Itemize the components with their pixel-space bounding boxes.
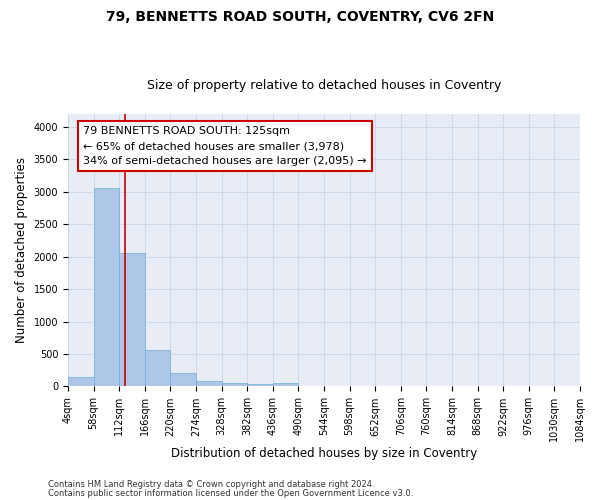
Bar — [68, 378, 94, 386]
Text: 79, BENNETTS ROAD SOUTH, COVENTRY, CV6 2FN: 79, BENNETTS ROAD SOUTH, COVENTRY, CV6 2… — [106, 10, 494, 24]
Title: Size of property relative to detached houses in Coventry: Size of property relative to detached ho… — [147, 79, 501, 92]
Bar — [247, 384, 273, 386]
Bar — [196, 382, 221, 386]
Text: 79 BENNETTS ROAD SOUTH: 125sqm
← 65% of detached houses are smaller (3,978)
34% : 79 BENNETTS ROAD SOUTH: 125sqm ← 65% of … — [83, 126, 367, 166]
Y-axis label: Number of detached properties: Number of detached properties — [15, 157, 28, 343]
Bar — [170, 374, 196, 386]
Text: Contains HM Land Registry data © Crown copyright and database right 2024.: Contains HM Land Registry data © Crown c… — [48, 480, 374, 489]
X-axis label: Distribution of detached houses by size in Coventry: Distribution of detached houses by size … — [171, 447, 477, 460]
Bar — [119, 253, 145, 386]
Bar — [273, 383, 298, 386]
Bar — [94, 188, 119, 386]
Bar — [145, 350, 170, 387]
Text: Contains public sector information licensed under the Open Government Licence v3: Contains public sector information licen… — [48, 488, 413, 498]
Bar — [221, 383, 247, 386]
